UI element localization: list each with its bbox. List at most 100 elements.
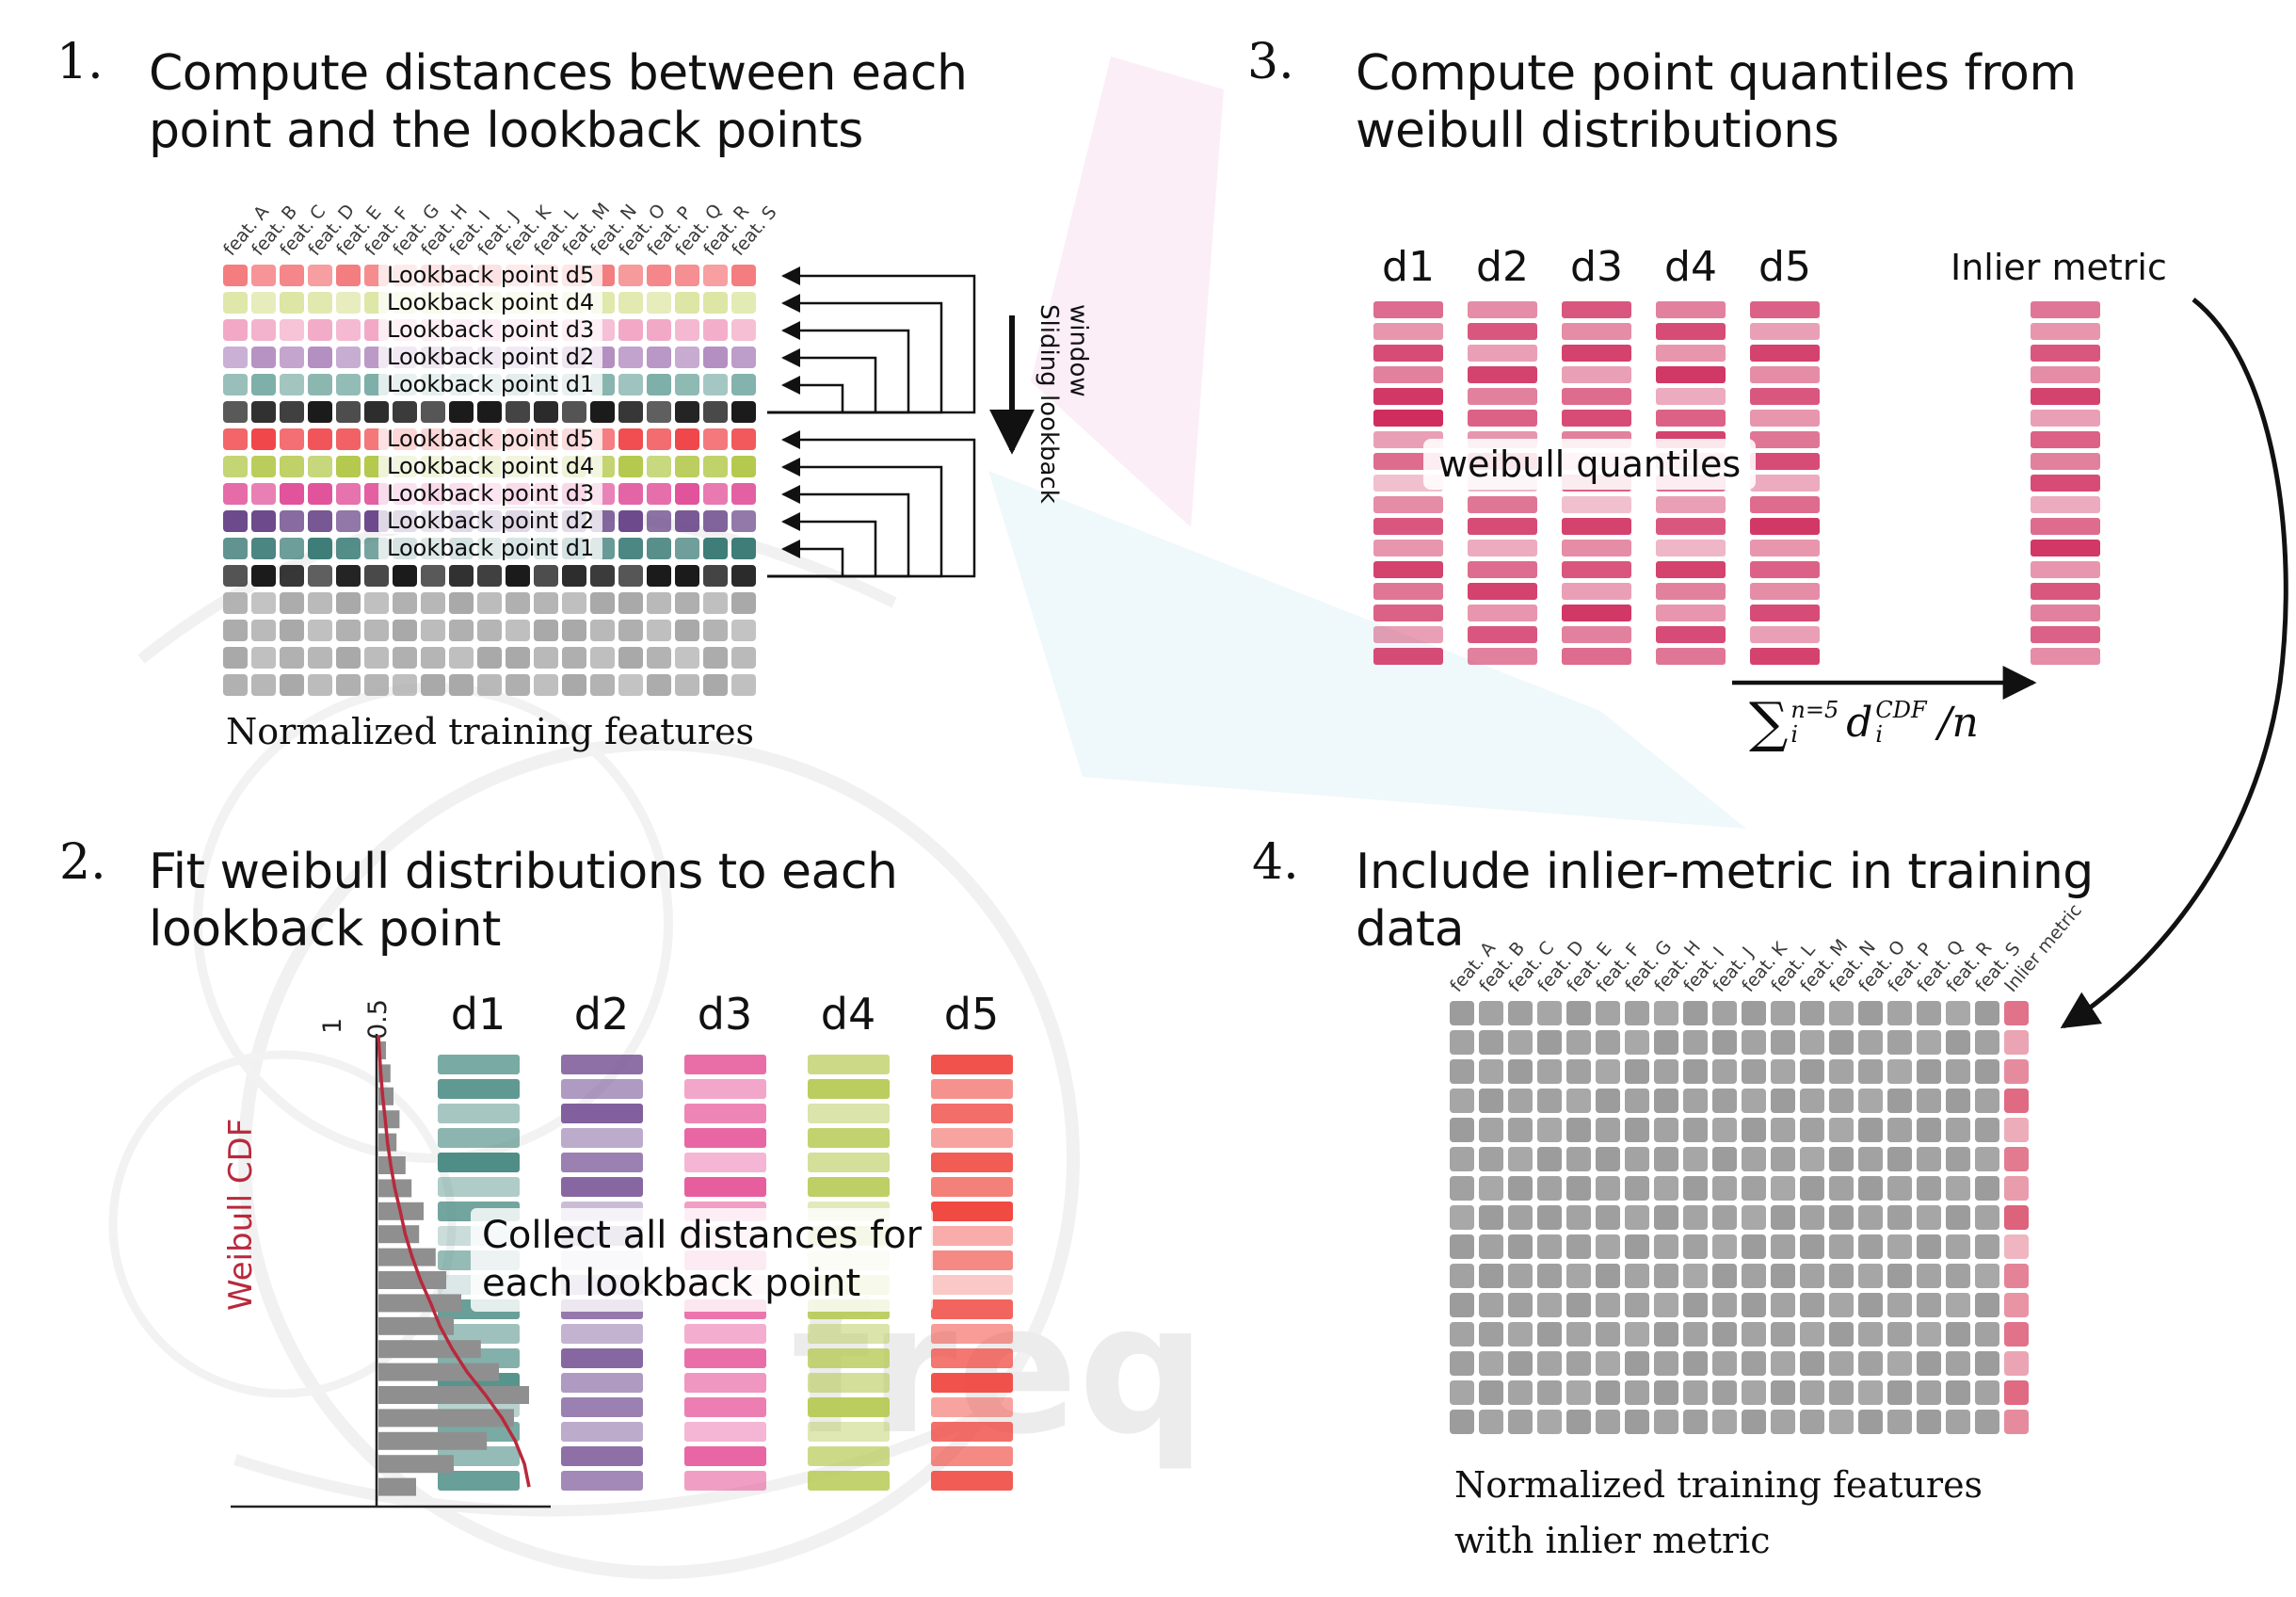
lookback-cell — [618, 292, 643, 314]
histogram-bar — [378, 1477, 416, 1496]
feature-cell — [1742, 1118, 1766, 1142]
lookback-cell — [675, 265, 699, 286]
feature-cell — [1946, 1059, 1970, 1084]
feature-cell — [1975, 1380, 1999, 1405]
lookback-cell — [731, 483, 756, 505]
lookback-cell — [280, 510, 304, 532]
quantile-bar — [1373, 605, 1443, 621]
inlier-metric-bar — [2031, 431, 2100, 448]
feature-cell — [1566, 1351, 1591, 1376]
quantile-bar — [1750, 540, 1820, 557]
feature-cell — [1887, 1205, 1912, 1230]
feature-cell — [364, 647, 389, 669]
lookback-cell — [308, 428, 332, 450]
feature-cell — [1887, 1147, 1912, 1171]
feature-cell — [1742, 1234, 1766, 1259]
feature-cell — [562, 565, 586, 587]
feature-cell — [308, 620, 332, 641]
distance-bar — [684, 1422, 766, 1442]
distance-bar — [931, 1446, 1013, 1466]
quantile-bar — [1373, 626, 1443, 643]
distribution-label: d3 — [697, 989, 753, 1040]
feature-cell — [1566, 1176, 1591, 1201]
inlier-metric-bar — [2031, 540, 2100, 557]
lookback-cell — [251, 374, 276, 395]
quantile-bar — [1562, 410, 1631, 427]
feature-cell — [364, 565, 389, 587]
lookback-cell — [675, 428, 699, 450]
feature-cell — [731, 401, 756, 423]
quantile-bar — [1562, 626, 1631, 643]
feature-cell — [421, 565, 445, 587]
distance-bar — [931, 1324, 1013, 1344]
feature-cell — [1771, 1176, 1795, 1201]
feature-cell — [1975, 1234, 1999, 1259]
feature-cell — [1508, 1205, 1533, 1230]
feature-cell — [336, 401, 361, 423]
feature-cell — [1975, 1089, 1999, 1113]
feature-cell — [534, 401, 558, 423]
lookback-cell — [703, 319, 728, 341]
feature-cell — [1537, 1380, 1562, 1405]
feature-cell — [562, 592, 586, 614]
quantile-bar — [1750, 453, 1820, 470]
feature-cell — [506, 647, 530, 669]
feature-cell — [1596, 1351, 1620, 1376]
feature-cell — [1800, 1410, 1824, 1434]
feature-cell — [1596, 1059, 1620, 1084]
lookback-cell — [251, 292, 276, 314]
step2-title: Fit weibull distributions to each lookba… — [149, 844, 898, 959]
feature-cell — [1625, 1293, 1649, 1317]
distance-bar — [684, 1373, 766, 1393]
step1-caption: Normalized training features — [226, 711, 755, 752]
quantile-bar — [1468, 366, 1537, 383]
feature-cell — [506, 620, 530, 641]
feature-cell — [1712, 1147, 1737, 1171]
feature-cell — [336, 674, 361, 696]
feature-cell — [1975, 1293, 1999, 1317]
feature-cell — [1858, 1205, 1883, 1230]
feature-cell — [1450, 1176, 1474, 1201]
distance-bar — [684, 1079, 766, 1099]
lookback-cell — [223, 347, 248, 368]
lookback-cell — [336, 347, 361, 368]
feature-cell — [1771, 1059, 1795, 1084]
lookback-cell — [308, 319, 332, 341]
training-features-grid: Lookback point d5 Lookback point d4 Lookba… — [223, 263, 760, 702]
quantile-bar — [1373, 301, 1443, 318]
feature-cell — [1683, 1147, 1708, 1171]
distance-bar — [438, 1153, 520, 1172]
feature-cell — [675, 565, 699, 587]
distance-bar — [808, 1177, 890, 1197]
feature-cell — [647, 401, 671, 423]
feature-cell — [477, 565, 502, 587]
quantile-bar — [1656, 345, 1726, 362]
feature-cell — [1917, 1118, 1941, 1142]
feature-cell — [1829, 1293, 1854, 1317]
distance-bar — [438, 1104, 520, 1123]
distance-bar — [438, 1177, 520, 1197]
feature-cell — [421, 647, 445, 669]
feature-cell — [1742, 1089, 1766, 1113]
quantile-bar — [1656, 301, 1726, 318]
lookback-row-label: Lookback point d1 — [378, 372, 603, 397]
inlier-metric-cell — [2004, 1322, 2029, 1347]
distance-bar — [808, 1471, 890, 1491]
feature-cell — [1800, 1118, 1824, 1142]
feature-cell — [1858, 1059, 1883, 1084]
feature-cell — [1596, 1293, 1620, 1317]
feature-cell — [1683, 1205, 1708, 1230]
feature-cell — [618, 674, 643, 696]
quantile-bar — [1373, 388, 1443, 405]
feature-cell — [1829, 1147, 1854, 1171]
feature-cell — [1829, 1322, 1854, 1347]
distance-bar — [808, 1324, 890, 1344]
quantile-bar — [1750, 648, 1820, 665]
feature-cell — [1887, 1322, 1912, 1347]
lookback-cell — [336, 374, 361, 395]
feature-cell — [1917, 1030, 1941, 1055]
quantile-bar — [1750, 431, 1820, 448]
feature-cell — [1771, 1322, 1795, 1347]
feature-cell — [1537, 1234, 1562, 1259]
step3-number: 3. — [1247, 34, 1294, 90]
